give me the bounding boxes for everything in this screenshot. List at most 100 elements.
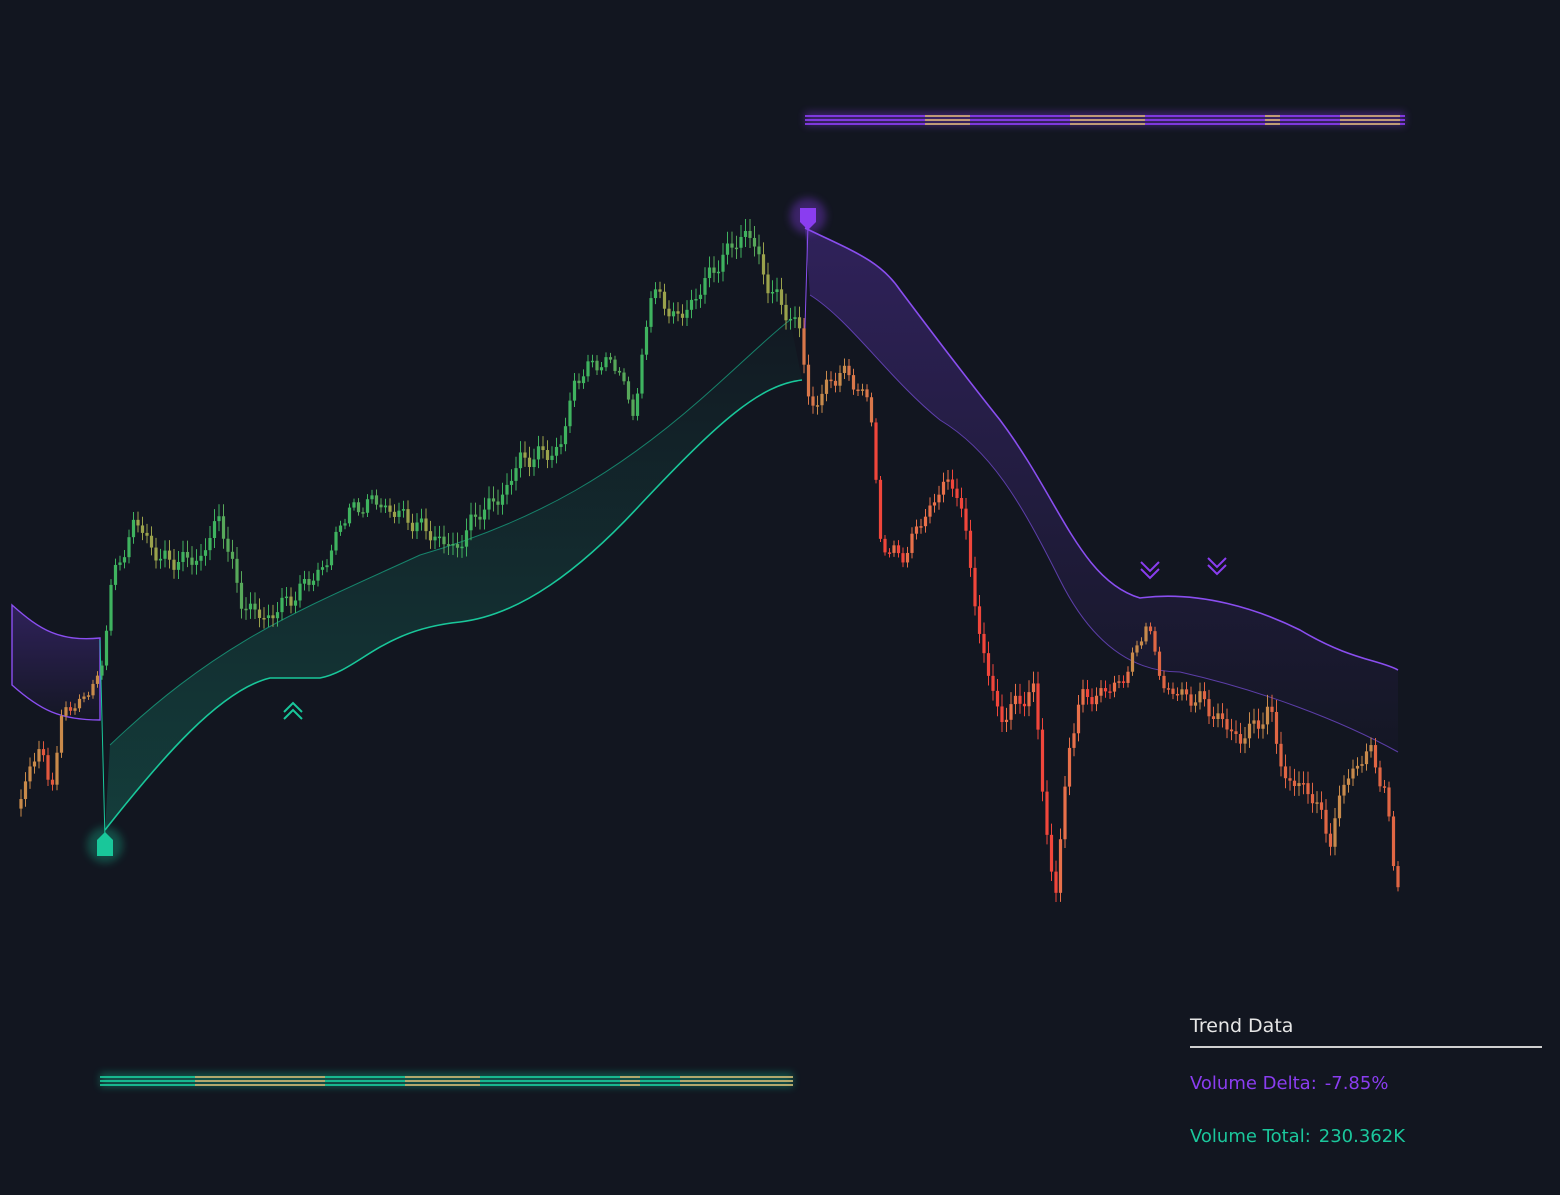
candle bbox=[473, 514, 478, 517]
candle bbox=[208, 537, 212, 551]
candle bbox=[1391, 816, 1396, 867]
candle bbox=[802, 328, 806, 365]
candle bbox=[892, 545, 896, 553]
candle bbox=[401, 509, 406, 511]
candle bbox=[419, 518, 424, 523]
candle bbox=[635, 393, 640, 416]
candle bbox=[640, 354, 644, 394]
bear-chevron bbox=[1207, 557, 1227, 576]
candle bbox=[194, 560, 199, 565]
candle bbox=[613, 359, 617, 371]
candle bbox=[811, 396, 815, 406]
candle bbox=[397, 510, 401, 517]
candle bbox=[649, 298, 653, 327]
candle bbox=[896, 545, 901, 554]
candle bbox=[1171, 688, 1175, 694]
candle bbox=[586, 361, 590, 377]
candle bbox=[1081, 689, 1085, 705]
candle bbox=[122, 557, 127, 563]
candle bbox=[1328, 833, 1333, 847]
candle bbox=[91, 683, 95, 696]
candle bbox=[32, 761, 37, 767]
row-value: -7.85% bbox=[1324, 1073, 1389, 1094]
candle bbox=[842, 365, 847, 373]
candle bbox=[185, 551, 190, 558]
candle bbox=[1283, 766, 1288, 779]
candle bbox=[1274, 711, 1279, 744]
candle bbox=[847, 365, 851, 376]
candle bbox=[685, 309, 689, 318]
candle bbox=[1292, 780, 1297, 787]
candle bbox=[1076, 704, 1081, 734]
candle bbox=[338, 525, 343, 532]
candle bbox=[1198, 691, 1202, 703]
candle bbox=[140, 525, 145, 533]
candle bbox=[770, 291, 775, 294]
candle bbox=[257, 609, 262, 618]
candle bbox=[28, 766, 32, 782]
candle bbox=[932, 502, 937, 506]
candle bbox=[100, 665, 104, 676]
candle bbox=[919, 526, 923, 528]
candle bbox=[887, 552, 892, 554]
candle bbox=[1261, 724, 1265, 729]
candle bbox=[1162, 675, 1166, 689]
candle bbox=[212, 521, 217, 538]
candle bbox=[833, 380, 838, 386]
candle bbox=[230, 551, 235, 559]
candle bbox=[829, 379, 833, 382]
candle bbox=[289, 596, 293, 606]
candle bbox=[451, 544, 455, 546]
candle bbox=[955, 488, 959, 498]
candle bbox=[995, 690, 1000, 707]
candle bbox=[1126, 671, 1130, 683]
candle bbox=[761, 254, 766, 275]
candle bbox=[307, 578, 311, 585]
bull-band-edge bbox=[104, 379, 803, 831]
candle bbox=[1202, 691, 1207, 700]
candle bbox=[469, 514, 473, 531]
candle bbox=[1117, 681, 1121, 683]
bear-band bbox=[805, 228, 1398, 752]
candle bbox=[986, 653, 991, 676]
bull-band-inner bbox=[109, 319, 791, 746]
candle bbox=[82, 696, 86, 699]
candle bbox=[1225, 719, 1229, 730]
candle bbox=[1175, 693, 1180, 696]
candle bbox=[1270, 706, 1274, 712]
bull-signal bbox=[97, 832, 113, 856]
candle bbox=[329, 550, 334, 566]
candle bbox=[851, 375, 856, 390]
candle bbox=[149, 535, 154, 548]
candle bbox=[644, 326, 649, 355]
candle bbox=[1238, 734, 1243, 744]
candle bbox=[145, 532, 149, 536]
candle bbox=[1265, 706, 1270, 725]
candle bbox=[748, 230, 752, 238]
bear-signal bbox=[800, 208, 816, 230]
candle bbox=[1031, 683, 1036, 693]
candle bbox=[19, 799, 23, 809]
candle bbox=[1297, 783, 1301, 787]
candle bbox=[608, 357, 613, 360]
candle bbox=[554, 446, 559, 456]
candle bbox=[1396, 866, 1400, 888]
candle bbox=[820, 393, 824, 406]
candle bbox=[446, 544, 451, 546]
candle bbox=[869, 397, 874, 423]
candle bbox=[334, 531, 338, 551]
candle bbox=[1058, 839, 1063, 893]
candle bbox=[968, 530, 973, 568]
candle bbox=[950, 479, 955, 489]
candle bbox=[734, 247, 739, 250]
candle bbox=[455, 544, 460, 548]
candle bbox=[352, 502, 356, 508]
candle bbox=[721, 254, 725, 272]
candles bbox=[19, 218, 1400, 903]
candle bbox=[1211, 716, 1216, 719]
candle bbox=[392, 511, 397, 517]
candle bbox=[226, 538, 230, 552]
candle bbox=[460, 546, 464, 549]
candle bbox=[680, 313, 685, 318]
